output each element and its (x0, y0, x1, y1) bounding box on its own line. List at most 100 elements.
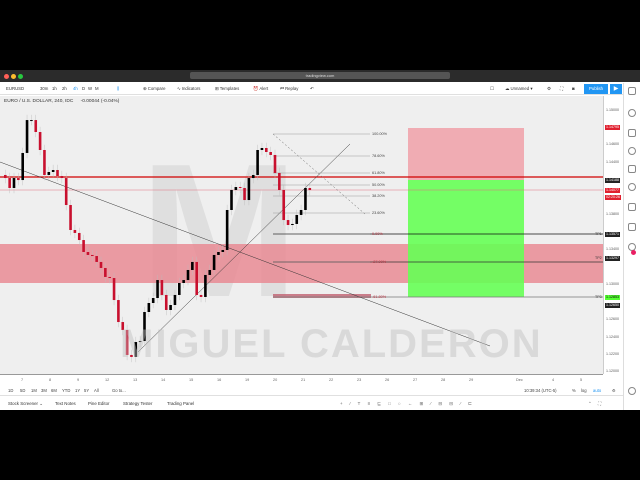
tab-stock-screener[interactable]: Stock Screener ⌄ (8, 401, 43, 406)
data-window-icon[interactable] (628, 129, 636, 137)
range-all[interactable]: All (94, 388, 99, 393)
downtrend-line (0, 161, 491, 347)
time-label: 14 (161, 378, 166, 382)
maximize-window-button[interactable] (18, 74, 23, 79)
interval-30m[interactable]: 30m (40, 86, 49, 91)
maximize-panel-icon[interactable]: ⛶ (598, 401, 602, 406)
candle (164, 294, 168, 310)
minimize-window-button[interactable] (11, 74, 16, 79)
interval-2h[interactable]: 2h (62, 86, 67, 91)
interval-1h[interactable]: 1h (52, 86, 57, 91)
time-label: 15 (189, 378, 194, 382)
candle (104, 267, 107, 277)
interval-m[interactable]: M (95, 86, 99, 91)
fib-level-label: 78.60% (372, 154, 385, 158)
log-toggle[interactable]: log (581, 388, 587, 393)
undo-icon[interactable]: ↶ (310, 86, 314, 91)
candle (256, 149, 259, 175)
candle (173, 294, 177, 306)
url-bar[interactable]: tradingview.com (190, 72, 450, 79)
candle (17, 178, 20, 181)
interval-4h[interactable]: 4h (73, 86, 78, 91)
candle (117, 300, 120, 323)
auto-toggle[interactable]: auto (593, 388, 602, 393)
candle (269, 152, 272, 155)
collapse-panel-icon[interactable]: ⌃ (588, 401, 592, 406)
go-to-date[interactable]: Go to... (112, 388, 126, 393)
candle (212, 254, 216, 270)
candle (186, 269, 190, 281)
time-axis[interactable]: 7 8 9 12 13 14 15 16 19 20 21 22 23 26 27 28 29 Dec 4 5 (0, 374, 603, 384)
candle (56, 169, 59, 177)
play-icon[interactable]: ▶ (610, 84, 622, 94)
candle (282, 189, 285, 221)
fib-level-label: 0.00% (372, 232, 383, 236)
uptrend-line (137, 143, 351, 353)
price-label: 1.15000 (606, 107, 619, 112)
candle (60, 176, 64, 179)
close-window-button[interactable] (4, 74, 9, 79)
candle (99, 261, 103, 268)
replay-icon: ⏮ (280, 86, 286, 91)
candle (147, 302, 151, 312)
time-label: 8 (49, 378, 52, 382)
watermark-text: MIGUEL CALDERON (120, 322, 543, 366)
chat-bubble-icon[interactable] (628, 223, 636, 231)
hotlist-icon[interactable] (628, 147, 636, 155)
calendar-icon[interactable] (628, 165, 636, 173)
ideas-bulb-icon[interactable] (628, 183, 636, 191)
replay-button[interactable]: ⏮ Replay (280, 86, 299, 91)
price-label: 1.12600 (606, 317, 619, 322)
symbol-search[interactable]: EURUSD (6, 86, 25, 91)
candle (34, 120, 38, 133)
candles-chart-type-icon[interactable]: ⫼ (117, 86, 119, 91)
candle (108, 276, 111, 279)
camera-icon[interactable]: ◙ (572, 86, 575, 91)
axis-settings-gear-icon[interactable]: ⚙ (612, 388, 616, 393)
layout-square-icon[interactable]: ☐ (490, 86, 494, 91)
publish-button[interactable]: Publish (584, 84, 608, 94)
tab-trading-panel[interactable]: Trading Panel (167, 401, 195, 406)
chart-pane[interactable]: M (0, 96, 603, 374)
chats-icon[interactable] (628, 203, 636, 211)
chart-canvas[interactable] (0, 96, 603, 374)
range-ytd[interactable]: YTD (62, 388, 71, 393)
watchlist-icon[interactable] (628, 87, 636, 95)
interval-d[interactable]: D (82, 86, 86, 91)
range-5d[interactable]: 5D (20, 388, 26, 393)
price-axis[interactable]: 1.15000 1.14795 1.14600 1.14400 1.14188 1.140… (595, 96, 623, 374)
drawing-tools[interactable]: + ⁄ T ≡ ⊑ □ ○ ← ⊞ ⁄ ⊟ ⊟ ⁄ ⊏ (340, 401, 475, 406)
range-1m[interactable]: 1M (31, 388, 37, 393)
fib-level-label: 61.80% (372, 171, 385, 175)
candle (143, 311, 146, 341)
fib-level-label: 100.00% (372, 132, 387, 136)
alerts-clock-icon[interactable] (628, 109, 636, 117)
templates-button[interactable]: ⊞ Templates (215, 86, 240, 91)
percent-toggle[interactable]: % (572, 388, 576, 393)
range-1d[interactable]: 1D (8, 388, 14, 393)
time-label: 16 (217, 378, 222, 382)
right-toolbar (623, 83, 640, 410)
compare-button[interactable]: ⊕ Compare (143, 86, 166, 91)
interval-w[interactable]: W (88, 86, 93, 91)
range-1y[interactable]: 1Y (75, 388, 81, 393)
fib-level-label: 23.60% (372, 211, 385, 215)
price-label: 1.12650 (605, 303, 620, 309)
indicators-button[interactable]: ∿ Indicators (177, 86, 201, 91)
tab-text-notes[interactable]: Text Notes (55, 401, 76, 406)
range-6m[interactable]: 6M (51, 388, 57, 393)
bottom-panel-tabs: Stock Screener ⌄ Text Notes Pine Editor … (0, 397, 623, 409)
candle (243, 187, 246, 201)
range-5y[interactable]: 5Y (84, 388, 90, 393)
help-icon[interactable] (628, 387, 636, 395)
tab-pine-editor[interactable]: Pine Editor (88, 401, 110, 406)
candle (160, 280, 164, 295)
alert-button[interactable]: ⏰ Alert (253, 86, 269, 91)
candle (134, 342, 138, 357)
layout-name[interactable]: ☁ Unnamed ▾ (505, 86, 533, 91)
tp-tag: TP2 (595, 256, 602, 261)
settings-gear-icon[interactable]: ⚙ (547, 86, 551, 91)
fullscreen-icon[interactable]: ⛶ (560, 86, 564, 91)
range-3m[interactable]: 3M (41, 388, 47, 393)
tab-strategy-tester[interactable]: Strategy Tester (123, 401, 153, 406)
